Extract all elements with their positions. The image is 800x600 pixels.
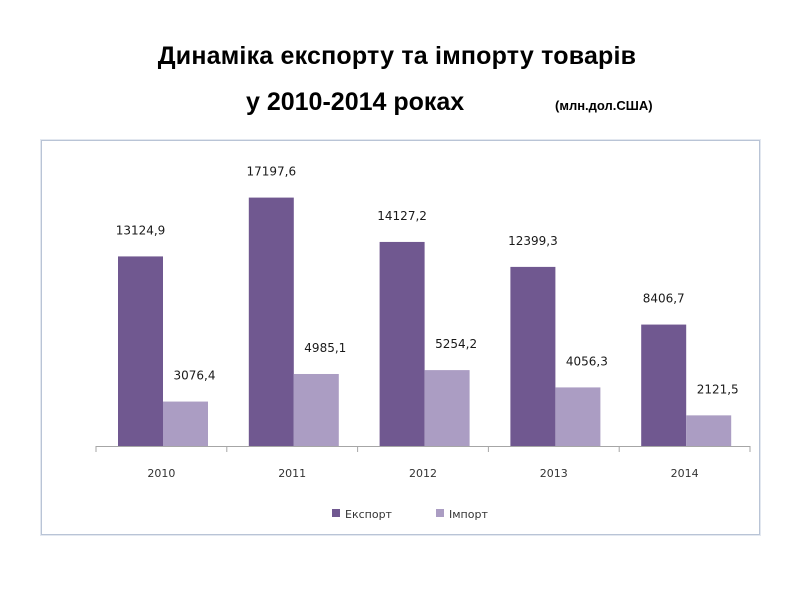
data-label-import-2011: 4985,1 — [304, 341, 346, 355]
slide-title-text: Динаміка експорту та імпорту товарів — [157, 42, 637, 70]
bar-export-2010 — [118, 256, 163, 446]
data-label-export-2013: 12399,3 — [508, 234, 558, 248]
bar-import-2014 — [686, 415, 732, 446]
data-label-import-2010: 3076,4 — [174, 369, 216, 383]
bar-import-2010 — [163, 401, 208, 446]
bar-import-2013 — [555, 387, 601, 446]
legend-label-export: Експорт — [345, 508, 393, 521]
bar-export-2014 — [641, 324, 687, 446]
bar-import-2011 — [293, 373, 339, 446]
x-tick-label-2013: 2013 — [540, 467, 568, 480]
slide-subtitle: у 2010-2014 роках — [246, 88, 465, 116]
legend-swatch-export — [332, 509, 340, 517]
bar-export-2012 — [379, 241, 425, 446]
data-label-import-2012: 5254,2 — [435, 337, 477, 351]
bar-export-2013 — [510, 266, 556, 446]
bar-export-2011 — [248, 197, 294, 446]
data-label-export-2012: 14127,2 — [377, 209, 427, 223]
data-label-import-2013: 4056,3 — [566, 354, 608, 368]
data-label-import-2014: 2121,5 — [697, 382, 739, 396]
data-label-export-2010: 13124,9 — [116, 223, 166, 237]
slide-title: Динаміка експорту та імпорту товарів — [0, 42, 800, 71]
data-label-export-2011: 17197,6 — [246, 165, 296, 179]
bar-import-2012 — [424, 370, 470, 446]
bar-chart: 13124,9 3076,4 2010 17197,6 4985,1 2011 14127,… — [95, 165, 751, 521]
data-label-export-2014: 8406,7 — [643, 292, 685, 306]
legend-label-import: Імпорт — [449, 508, 488, 521]
unit-label: (млн.дол.США) — [555, 98, 653, 113]
legend-swatch-import — [436, 509, 444, 517]
x-tick-label-2014: 2014 — [671, 467, 699, 480]
x-tick-label-2011: 2011 — [278, 467, 306, 480]
x-tick-label-2010: 2010 — [147, 467, 175, 480]
chart-frame: 13124,9 3076,4 2010 17197,6 4985,1 2011 14127,… — [41, 140, 760, 535]
x-tick-label-2012: 2012 — [409, 467, 437, 480]
